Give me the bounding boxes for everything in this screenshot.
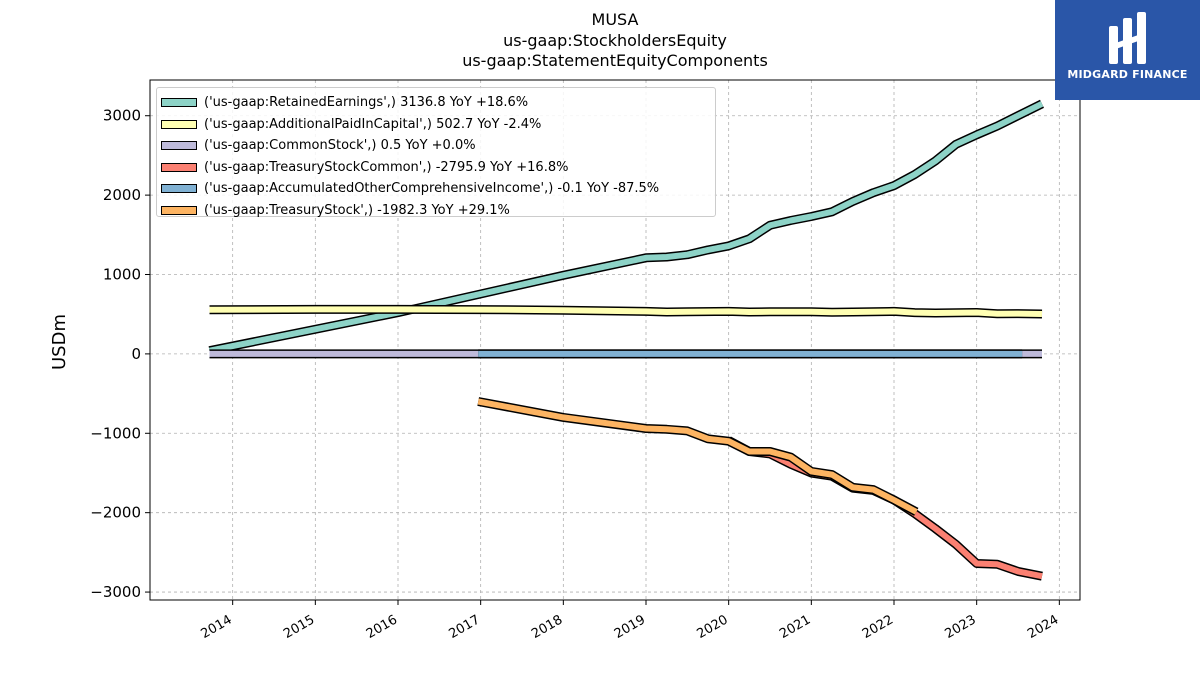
- x-tick-label: 2020: [695, 612, 731, 642]
- series-line: [477, 398, 918, 515]
- series-outline: [726, 436, 1043, 581]
- legend-swatch: [161, 162, 197, 172]
- legend-label: ('us-gaap:TreasuryStockCommon',) -2795.9…: [204, 159, 569, 175]
- series-outline: [477, 397, 919, 516]
- legend-item: ('us-gaap:RetainedEarnings',) 3136.8 YoY…: [161, 92, 715, 114]
- y-tick-label: 1000: [103, 266, 141, 284]
- x-tick-label: 2016: [364, 612, 400, 642]
- legend-swatch: [161, 184, 197, 194]
- series-lines: [208, 99, 1044, 581]
- y-tick-label: −3000: [90, 583, 141, 601]
- legend-label: ('us-gaap:RetainedEarnings',) 3136.8 YoY…: [204, 95, 529, 111]
- legend-item: ('us-gaap:TreasuryStock',) -1982.3 YoY +…: [161, 200, 715, 222]
- logo-text: MIDGARD FINANCE: [1067, 68, 1188, 81]
- series-line: [208, 101, 1044, 354]
- y-tick-label: −2000: [90, 504, 141, 522]
- y-tick-label: 3000: [103, 107, 141, 125]
- y-tick-label: 2000: [103, 186, 141, 204]
- x-tick-label: 2022: [860, 612, 896, 642]
- x-tick-label: 2018: [529, 612, 565, 642]
- legend-label: ('us-gaap:AccumulatedOtherComprehensiveI…: [204, 181, 660, 197]
- y-axis-label: USDm: [49, 314, 70, 370]
- legend-swatch: [161, 119, 197, 129]
- legend-label: ('us-gaap:TreasuryStock',) -1982.3 YoY +…: [204, 202, 510, 218]
- x-tick-label: 2017: [447, 612, 483, 642]
- series-line: [209, 306, 1043, 317]
- plot-frame: [149, 79, 1081, 601]
- legend-item: ('us-gaap:AccumulatedOtherComprehensiveI…: [161, 178, 715, 200]
- x-tick-label: 2023: [943, 612, 979, 642]
- legend: ('us-gaap:RetainedEarnings',) 3136.8 YoY…: [156, 87, 716, 218]
- legend-item: ('us-gaap:CommonStock',) 0.5 YoY +0.0%: [161, 135, 715, 157]
- x-tick-label: 2024: [1025, 612, 1061, 642]
- chart-title-line-3: us-gaap:StatementEquityComponents: [462, 51, 768, 70]
- chart-title-line-1: MUSA: [591, 10, 639, 29]
- x-tick-label: 2014: [199, 612, 235, 642]
- x-tick-label: 2021: [777, 612, 813, 642]
- chart-title-line-2: us-gaap:StockholdersEquity: [503, 31, 727, 50]
- logo-mark-icon: [1109, 12, 1146, 64]
- legend-swatch: [161, 98, 197, 108]
- x-tick-label: 2019: [612, 612, 648, 642]
- y-tick-label: −1000: [90, 424, 141, 442]
- legend-item: ('us-gaap:AdditionalPaidInCapital',) 502…: [161, 114, 715, 136]
- brand-logo: MIDGARD FINANCE: [1055, 0, 1200, 100]
- legend-label: ('us-gaap:AdditionalPaidInCapital',) 502…: [204, 116, 542, 132]
- legend-label: ('us-gaap:CommonStock',) 0.5 YoY +0.0%: [204, 138, 476, 154]
- x-tick-label: 2015: [281, 612, 317, 642]
- legend-swatch: [161, 141, 197, 151]
- legend-swatch: [161, 205, 197, 215]
- legend-item: ('us-gaap:TreasuryStockCommon',) -2795.9…: [161, 157, 715, 179]
- y-tick-label: 0: [131, 345, 141, 363]
